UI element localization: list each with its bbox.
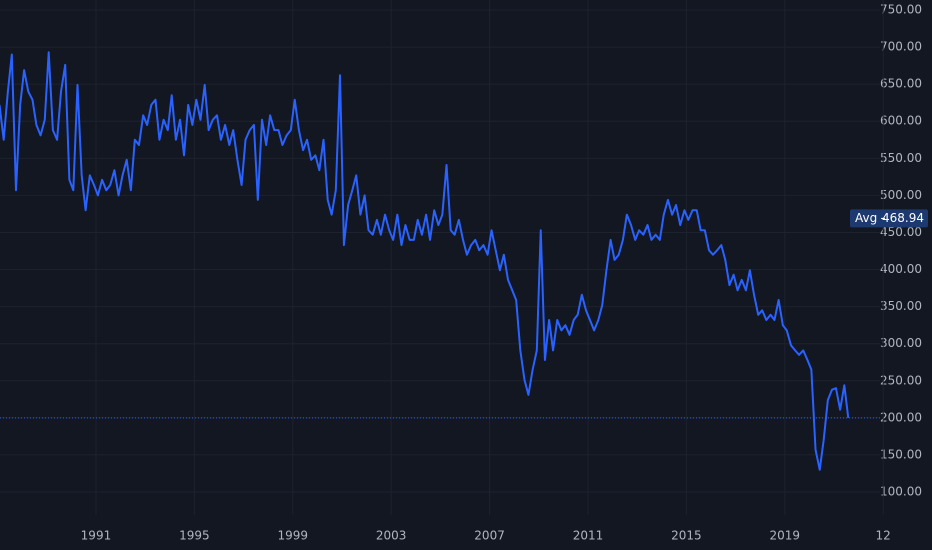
y-tick-label: 350.00 (880, 299, 922, 313)
y-tick-label: 250.00 (880, 373, 922, 387)
x-tick-label: 1999 (277, 529, 308, 543)
y-tick-label: 100.00 (880, 485, 922, 499)
y-tick-label: 200.00 (880, 410, 922, 424)
y-tick-label: 600.00 (880, 114, 922, 128)
x-tick-label: 2003 (376, 529, 407, 543)
x-tick-label: 2019 (770, 529, 801, 543)
x-tick-label: 2007 (474, 529, 505, 543)
y-tick-label: 450.00 (880, 225, 922, 239)
price-line (0, 51, 850, 471)
y-tick-label: 150.00 (880, 447, 922, 461)
y-tick-label: 500.00 (880, 188, 922, 202)
y-tick-label: 700.00 (880, 40, 922, 54)
x-tick-label: 1991 (81, 529, 112, 543)
avg-label: Avg (855, 211, 877, 225)
x-tick-label: 12 (876, 529, 891, 543)
x-tick-label: 1995 (179, 529, 210, 543)
avg-value: 468.94 (882, 211, 924, 225)
x-tick-label: 2015 (671, 529, 702, 543)
y-tick-label: 750.00 (880, 3, 922, 17)
y-tick-label: 400.00 (880, 262, 922, 276)
y-tick-label: 300.00 (880, 336, 922, 350)
y-tick-label: 550.00 (880, 151, 922, 165)
avg-label-box (850, 209, 928, 228)
x-tick-label: 2011 (573, 529, 604, 543)
y-tick-label: 650.00 (880, 77, 922, 91)
